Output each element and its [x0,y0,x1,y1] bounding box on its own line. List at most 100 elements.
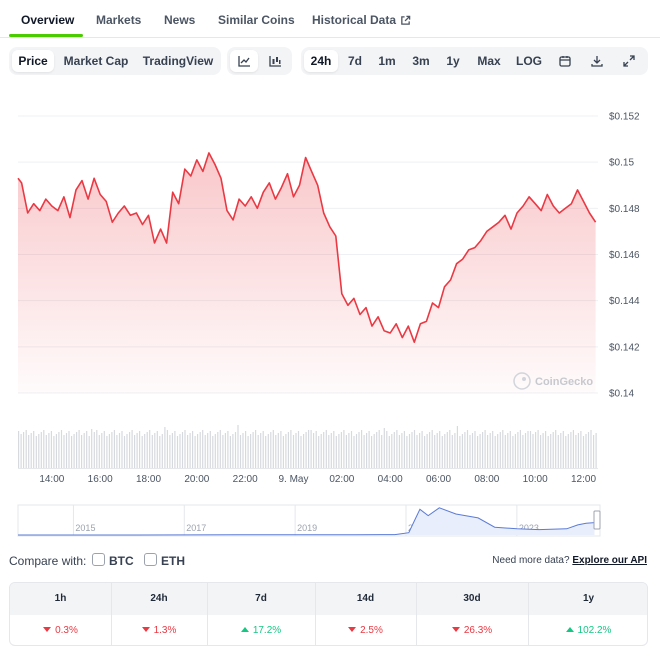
range-1m-button[interactable]: 1m [378,54,396,68]
volume-bar [439,431,441,468]
volume-bar [260,433,262,468]
range-3m-button[interactable]: 3m [412,54,430,68]
range-24h-button[interactable]: 24h [304,50,338,72]
tradingview-button[interactable]: TradingView [142,54,214,68]
volume-bar [169,435,171,468]
volume-bar [575,435,577,468]
range-navigator[interactable]: 20152017201920212023 [0,503,660,541]
volume-bar [373,434,375,468]
tab-historical-data[interactable]: Historical Data [312,13,411,27]
volume-bar [338,434,340,468]
price-button[interactable]: Price [12,50,54,72]
volume-bar [577,433,579,468]
volume-bar [96,430,98,468]
volume-bar [78,430,80,468]
volume-bar [429,432,431,468]
volume-bar [50,431,52,468]
volume-bar [232,434,234,468]
volume-bar [572,430,574,468]
volume-bar [250,434,252,468]
change-7d-value: 17.2% [252,625,282,636]
x-tick-label: 9. May [278,474,308,485]
volume-bar [562,431,564,468]
header-7d: 7d [255,593,267,604]
candlestick-chart-button[interactable] [261,50,289,72]
volume-bar [229,436,231,468]
volume-bar [144,434,146,468]
explore-api-link[interactable]: Explore our API [572,555,647,566]
fullscreen-button[interactable] [616,50,642,72]
volume-bar [81,435,83,468]
volume-bar [398,435,400,468]
volume-bar [454,433,456,468]
volume-bar [86,431,88,468]
tab-overview[interactable]: Overview [21,13,75,27]
volume-bar [171,433,173,468]
volume-bar [419,433,421,468]
volume-bar [164,427,166,468]
x-tick-label: 06:00 [426,474,451,485]
eth-checkbox[interactable] [144,553,157,566]
y-tick-label: $0.152 [609,112,640,123]
volume-bar [441,436,443,468]
volume-bar [68,431,70,468]
volume-bar [60,430,63,468]
volume-bar [146,432,148,468]
tab-similar-coins[interactable]: Similar Coins [218,13,295,27]
volume-bar [129,432,131,468]
down-arrow-icon [348,627,357,632]
download-button[interactable] [584,50,610,72]
line-chart-button[interactable] [230,50,258,72]
header-1y: 1y [582,593,595,604]
line-chart-icon [237,56,250,67]
tab-historical-data-label: Historical Data [312,13,397,27]
volume-bar [535,432,537,468]
range-max-button[interactable]: Max [477,54,501,68]
volume-bar [308,430,310,468]
calendar-button[interactable] [552,50,578,72]
volume-bar [567,434,569,468]
volume-bar [285,434,287,468]
volume-bar [126,434,128,468]
price-chart[interactable]: $0.152 $0.15 $0.148 $0.146 $0.144 $0.142 $0.14… [0,100,660,500]
volume-bar [287,432,289,468]
range-7d-button[interactable]: 7d [347,54,362,68]
volume-bar [209,431,211,468]
volume-bar [295,433,297,468]
volume-bar [313,433,315,468]
log-scale-button[interactable]: LOG [516,54,542,68]
market-cap-button[interactable]: Market Cap [63,54,129,68]
chart-view-selector [227,47,292,75]
volume-bar [194,436,196,468]
navigator-year-label: 2019 [297,523,317,533]
volume-bar [519,430,521,468]
x-tick-label: 16:00 [88,474,113,485]
volume-bar [570,432,572,468]
volume-bar [277,433,279,468]
volume-bar [542,433,544,468]
volume-bar [482,432,484,468]
volume-bar [345,435,347,468]
volume-bar [499,432,501,468]
volume-bar [421,431,423,468]
volume-bar [43,430,45,468]
calendar-icon [559,56,571,67]
volume-bar [411,432,413,468]
range-1y-button[interactable]: 1y [446,54,460,68]
volume-bar [315,431,317,468]
volume-bar [318,436,320,468]
volume-bar [333,431,335,468]
up-arrow-icon [565,627,574,632]
up-arrow-icon [240,627,249,632]
change-1h-value: 0.3% [55,625,78,636]
navigator-handle[interactable] [593,510,601,530]
btc-checkbox[interactable] [92,553,105,566]
price-line [17,152,597,343]
btc-label[interactable]: BTC [109,554,134,568]
volume-bar [116,435,118,468]
eth-label[interactable]: ETH [161,554,185,568]
volume-bar [509,431,511,468]
tab-markets[interactable]: Markets [96,13,142,27]
tab-news[interactable]: News [164,13,196,27]
compare-label: Compare with: [9,554,87,568]
